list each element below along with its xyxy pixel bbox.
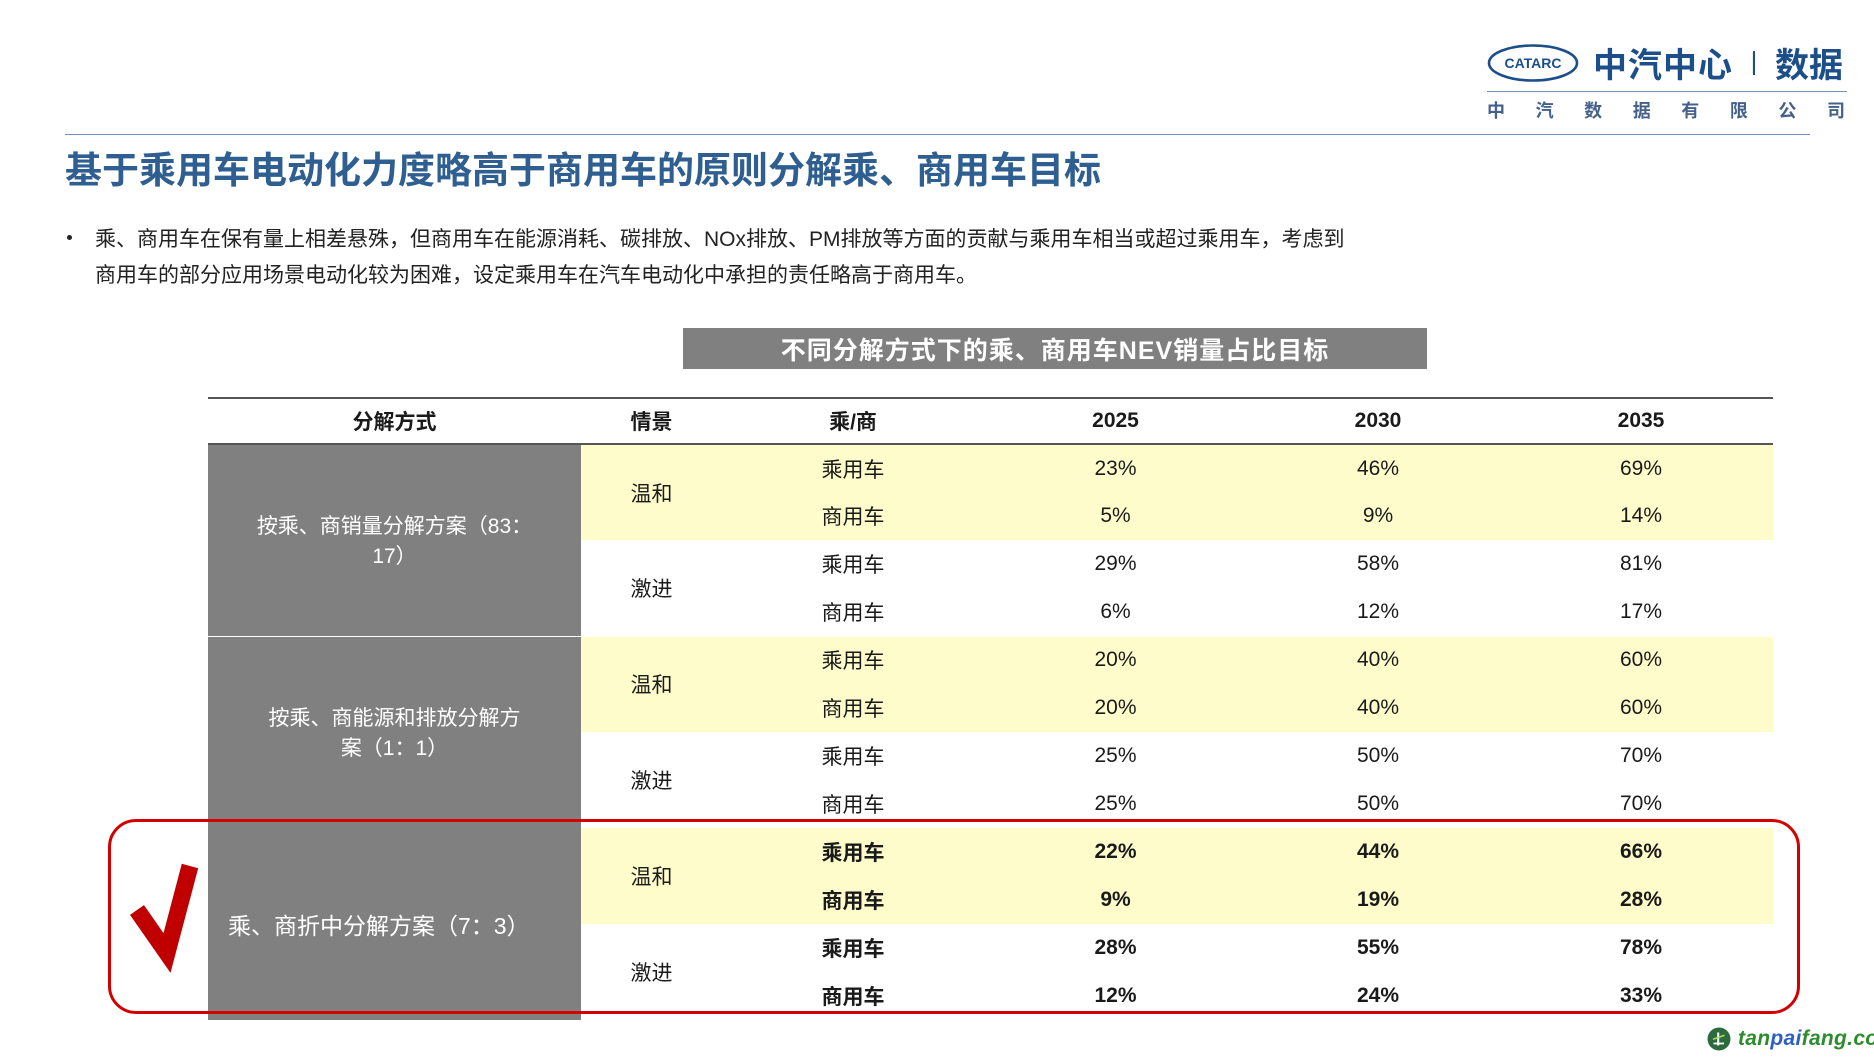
svg-text:CATARC: CATARC	[1504, 55, 1561, 71]
